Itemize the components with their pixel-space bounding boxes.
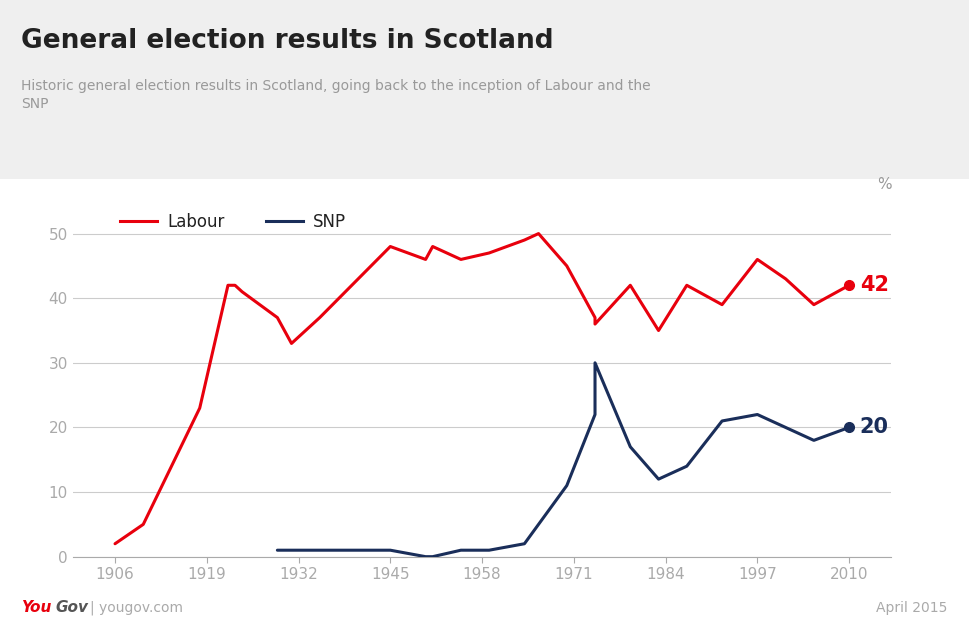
Text: 42: 42: [860, 276, 889, 295]
Text: | yougov.com: | yougov.com: [90, 601, 183, 615]
Text: You: You: [21, 600, 51, 615]
Legend: Labour, SNP: Labour, SNP: [113, 206, 353, 237]
Text: Historic general election results in Scotland, going back to the inception of La: Historic general election results in Sco…: [21, 79, 651, 111]
Text: Gov: Gov: [55, 600, 88, 615]
Text: April 2015: April 2015: [876, 601, 948, 615]
Text: %: %: [877, 177, 891, 192]
Text: General election results in Scotland: General election results in Scotland: [21, 28, 554, 54]
Text: 20: 20: [860, 418, 889, 437]
